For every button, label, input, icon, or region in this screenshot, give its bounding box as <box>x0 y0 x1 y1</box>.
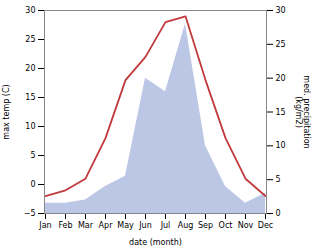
svg-text:med. precipitation(kg/m2): med. precipitation(kg/m2) <box>294 75 311 148</box>
svg-text:Aug: Aug <box>178 221 194 230</box>
svg-text:0: 0 <box>30 180 35 189</box>
svg-text:Jun: Jun <box>138 221 152 230</box>
svg-text:Oct: Oct <box>219 221 233 230</box>
svg-text:May: May <box>117 221 134 230</box>
svg-text:30: 30 <box>276 6 286 15</box>
svg-text:20: 20 <box>25 64 35 73</box>
svg-text:25: 25 <box>25 35 35 44</box>
svg-text:Sep: Sep <box>198 221 213 230</box>
svg-text:25: 25 <box>276 40 286 49</box>
svg-text:0: 0 <box>276 209 281 218</box>
svg-text:Feb: Feb <box>58 221 72 230</box>
svg-text:max temp (C): max temp (C) <box>2 84 11 139</box>
svg-text:20: 20 <box>276 74 286 83</box>
svg-text:Jul: Jul <box>160 221 171 230</box>
svg-text:15: 15 <box>25 93 35 102</box>
svg-text:10: 10 <box>276 141 286 150</box>
svg-text:10: 10 <box>25 122 35 131</box>
svg-text:−5: −5 <box>24 209 36 218</box>
svg-text:Apr: Apr <box>99 221 114 230</box>
svg-text:Mar: Mar <box>78 221 94 230</box>
svg-text:5: 5 <box>30 151 35 160</box>
svg-text:Jan: Jan <box>38 221 51 230</box>
svg-text:Nov: Nov <box>238 221 254 230</box>
svg-text:5: 5 <box>276 175 281 184</box>
svg-text:30: 30 <box>25 6 35 15</box>
svg-text:Dec: Dec <box>258 221 273 230</box>
svg-text:date (month): date (month) <box>129 238 182 247</box>
svg-text:15: 15 <box>276 108 286 117</box>
